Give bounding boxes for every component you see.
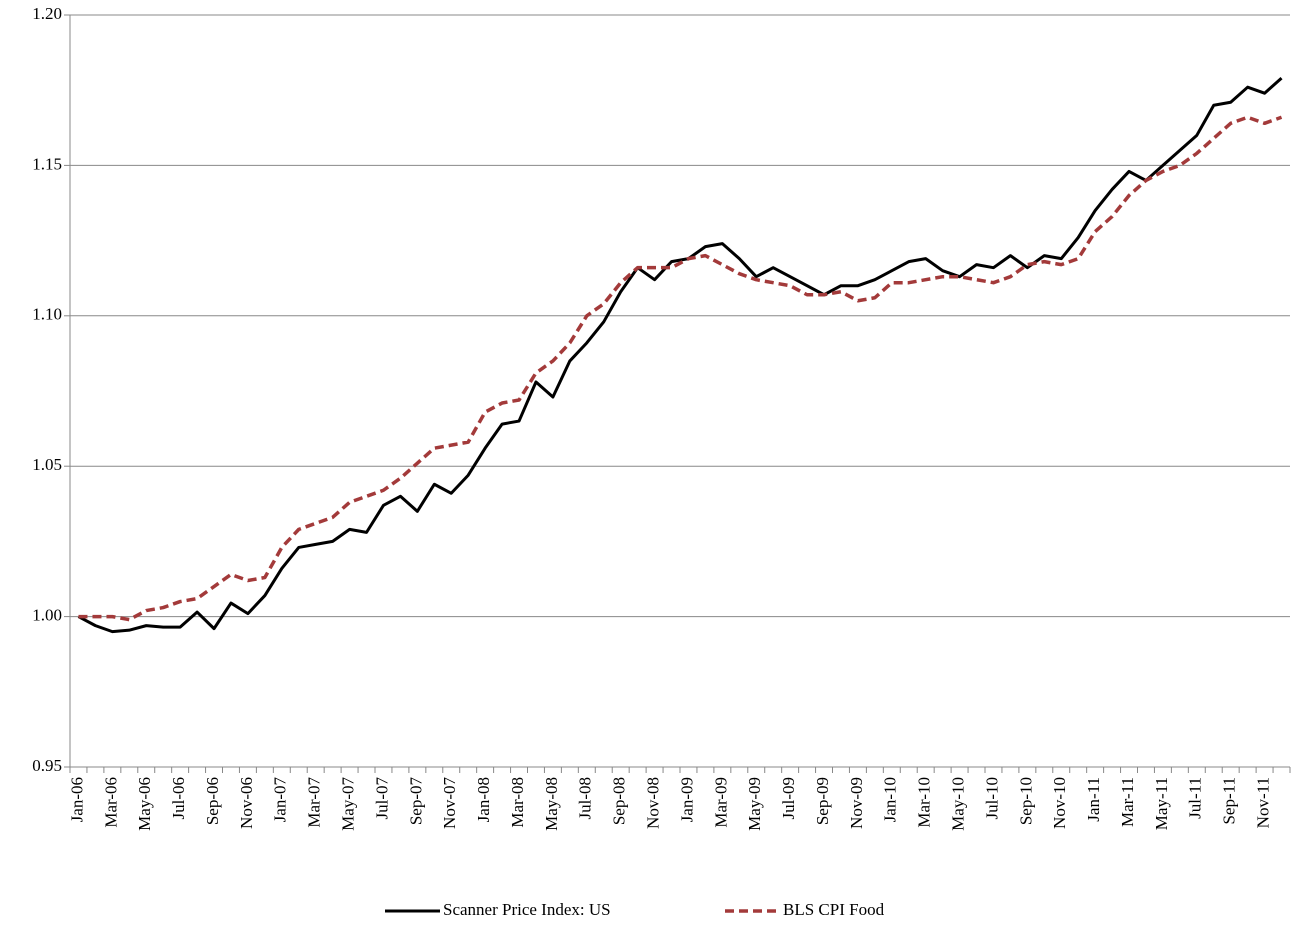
series-line xyxy=(77,77,1283,634)
x-tick-label: Jul-08 xyxy=(576,777,595,820)
x-tick-label: May-09 xyxy=(745,777,764,831)
x-tick-label: Sep-10 xyxy=(1016,777,1035,825)
x-tick-label: Sep-08 xyxy=(610,777,629,825)
y-tick-label: 1.05 xyxy=(32,455,62,474)
x-tick-label: Jan-09 xyxy=(677,777,696,822)
x-tick-label: Sep-09 xyxy=(813,777,832,825)
x-tick-label: Mar-06 xyxy=(101,777,120,828)
x-tick-label: Sep-11 xyxy=(1220,777,1239,825)
x-tick-label: Jul-09 xyxy=(779,777,798,820)
x-tick-label: Mar-07 xyxy=(305,777,324,828)
x-tick-label: Mar-09 xyxy=(711,777,730,828)
y-tick-label: 0.95 xyxy=(32,756,62,775)
x-tick-label: May-06 xyxy=(135,777,154,831)
x-tick-label: Jul-07 xyxy=(372,777,391,820)
x-tick-label: Sep-07 xyxy=(406,777,425,826)
x-tick-label: Nov-10 xyxy=(1050,777,1069,829)
x-tick-label: May-08 xyxy=(542,777,561,831)
x-tick-label: Mar-11 xyxy=(1118,777,1137,827)
x-tick-label: Nov-11 xyxy=(1253,777,1272,828)
legend-label: BLS CPI Food xyxy=(783,900,885,919)
x-tick-label: May-10 xyxy=(948,777,967,831)
legend-label: Scanner Price Index: US xyxy=(443,900,611,919)
x-tick-label: Mar-10 xyxy=(915,777,934,828)
x-tick-label: Jul-11 xyxy=(1186,777,1205,819)
x-tick-label: Jul-10 xyxy=(982,777,1001,820)
x-tick-label: Jan-07 xyxy=(271,777,290,823)
x-tick-label: May-11 xyxy=(1152,777,1171,830)
x-tick-label: Nov-09 xyxy=(847,777,866,829)
x-tick-label: Nov-07 xyxy=(440,777,459,829)
x-tick-label: Jan-06 xyxy=(67,777,86,822)
x-tick-label: Sep-06 xyxy=(203,777,222,825)
x-tick-label: Jan-10 xyxy=(881,777,900,822)
y-tick-label: 1.20 xyxy=(32,4,62,23)
y-tick-label: 1.10 xyxy=(32,305,62,324)
x-tick-label: Jan-08 xyxy=(474,777,493,822)
x-tick-label: Nov-08 xyxy=(643,777,662,829)
x-tick-label: Nov-06 xyxy=(237,777,256,829)
y-tick-label: 1.15 xyxy=(32,154,62,173)
x-tick-label: Mar-08 xyxy=(508,777,527,828)
x-tick-label: May-07 xyxy=(338,777,357,831)
x-tick-label: Jul-06 xyxy=(169,777,188,820)
x-tick-label: Jan-11 xyxy=(1084,777,1103,822)
y-tick-label: 1.00 xyxy=(32,606,62,625)
series-line xyxy=(78,115,1283,622)
